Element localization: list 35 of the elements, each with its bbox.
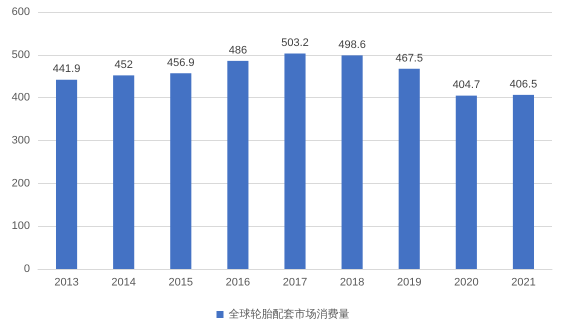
- y-tick-label: 500: [12, 48, 30, 61]
- data-label: 467.5: [395, 52, 423, 64]
- bar: [113, 75, 134, 269]
- y-tick-label: 200: [12, 177, 30, 190]
- y-tick-label: 400: [12, 92, 30, 104]
- x-tick-label: 2021: [511, 276, 536, 288]
- x-tick-label: 2017: [282, 276, 308, 288]
- bar: [227, 60, 248, 269]
- bar: [398, 68, 420, 269]
- x-tick-label: 2020: [454, 276, 479, 288]
- bar: [342, 55, 363, 269]
- data-label: 498.6: [338, 38, 366, 51]
- x-tick-label: 2016: [226, 276, 250, 288]
- x-tick-label: 2014: [111, 276, 136, 288]
- data-label: 406.5: [510, 78, 538, 90]
- y-tick-label: 300: [12, 134, 30, 146]
- bar: [56, 80, 78, 269]
- bar: [284, 53, 306, 269]
- legend-label: 全球轮胎配套市场消费量: [228, 308, 350, 320]
- bar: [512, 94, 534, 269]
- bar: [170, 73, 192, 269]
- bar: [456, 96, 477, 269]
- data-label: 404.7: [452, 79, 480, 92]
- y-tick-label: 0: [24, 263, 30, 275]
- data-label: 452: [114, 58, 133, 71]
- x-tick-label: 2013: [54, 276, 79, 288]
- x-tick-label: 2015: [168, 276, 194, 288]
- x-tick-label: 2019: [396, 276, 422, 288]
- data-label: 503.2: [281, 36, 309, 49]
- data-label: 441.9: [52, 63, 80, 76]
- y-tick-label: 600: [12, 6, 30, 18]
- data-label: 486: [228, 44, 248, 56]
- y-tick-label: 100: [12, 220, 30, 232]
- data-label: 456.9: [167, 56, 195, 69]
- x-tick-label: 2018: [340, 276, 364, 288]
